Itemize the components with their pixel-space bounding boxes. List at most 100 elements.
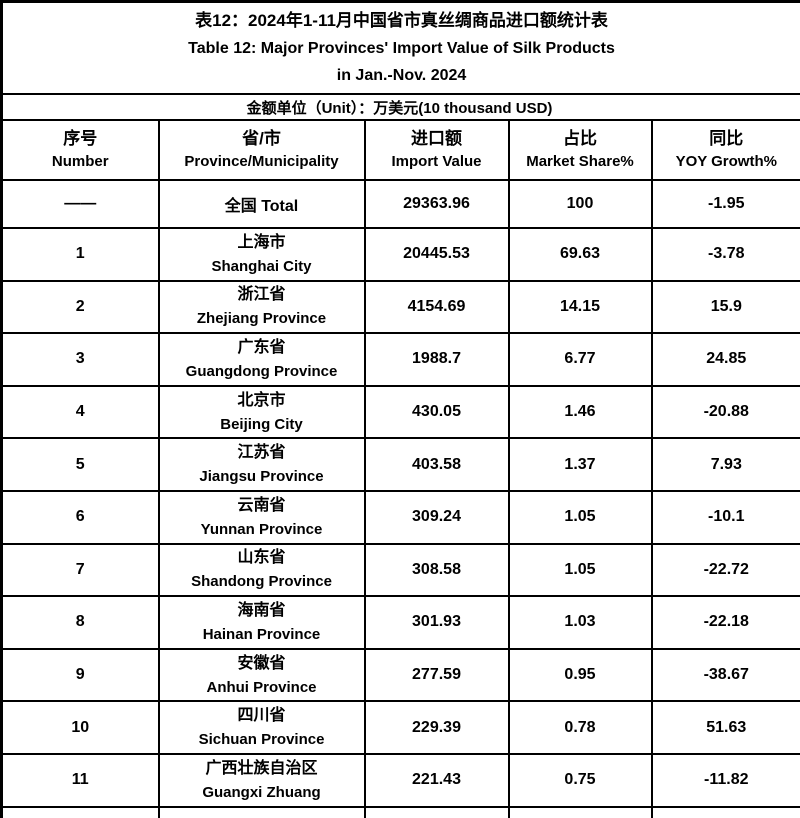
table-row: 7 山东省 Shandong Province 308.58 1.05 -22.72: [0, 542, 800, 598]
cell-market-share: 0.95: [507, 647, 653, 703]
cell-import-value: 20445.53: [363, 227, 510, 282]
cell-market-share: 1.05: [507, 489, 653, 545]
cell-market-share: 1.46: [507, 384, 653, 440]
province-name-en: Shandong Province: [191, 573, 332, 591]
cell-import-value: 277.59: [363, 647, 510, 703]
cell-import-value: 29363.96: [363, 179, 510, 229]
cell-yoy-growth: -1.95: [650, 179, 800, 229]
province-name-cn: 广西壮族自治区: [205, 759, 318, 777]
cell-market-share: 1.05: [507, 542, 653, 598]
cell-province: 安徽省 Anhui Province: [157, 647, 366, 703]
table-title-cn: 表12：2024年1-11月中国省市真丝绸商品进口额统计表: [195, 11, 608, 30]
cell-empty: [157, 805, 366, 818]
province-name-en: Shanghai City: [211, 257, 312, 275]
province-name-en: Yunnan Province: [200, 520, 323, 538]
cell-market-share: 0.75: [507, 752, 653, 808]
province-name-en: Beijing City: [220, 415, 303, 433]
column-header-number-en: Number: [51, 153, 109, 170]
cell-yoy-growth: -11.82: [650, 752, 800, 808]
cell-yoy-growth: 15.9: [650, 279, 800, 335]
cell-market-share: 1.03: [507, 595, 653, 650]
cell-province: 山东省 Shandong Province: [157, 542, 366, 598]
province-name-cn: 江苏省: [237, 444, 286, 462]
cell-province: 广东省 Guangdong Province: [157, 332, 366, 387]
table-title: 表12：2024年1-11月中国省市真丝绸商品进口额统计表 Table 12: …: [0, 0, 800, 95]
cell-import-value: 403.58: [363, 437, 510, 492]
province-name-cn: 海南省: [237, 601, 286, 619]
cell-province: 云南省 Yunnan Province: [157, 489, 366, 545]
column-header-province-en: Province/Municipality: [184, 153, 339, 170]
table-row: 4 北京市 Beijing City 430.05 1.46 -20.88: [0, 384, 800, 440]
cell-number: 9: [0, 647, 160, 703]
column-header-yoy-growth: 同比 YOY Growth%: [650, 119, 800, 181]
province-name-cn: 广东省: [237, 338, 286, 356]
column-header-number-cn: 序号: [63, 129, 98, 148]
province-name-cn: 云南省: [237, 496, 286, 514]
cell-import-value: 1988.7: [363, 332, 510, 387]
cell-yoy-growth: -22.72: [650, 542, 800, 598]
cell-province: 四川省 Sichuan Province: [157, 700, 366, 755]
unit-row: 金额单位（Unit）：万美元(10 thousand USD): [0, 93, 800, 121]
cell-number: ——: [0, 179, 160, 229]
table-row: 2 浙江省 Zhejiang Province 4154.69 14.15 15.9: [0, 279, 800, 335]
cell-province: 浙江省 Zhejiang Province: [157, 279, 366, 335]
column-header-market-share-en: Market Share%: [526, 153, 634, 170]
table-row: 8 海南省 Hainan Province 301.93 1.03 -22.18: [0, 595, 800, 650]
cell-number: 4: [0, 384, 160, 440]
cell-province: 海南省 Hainan Province: [157, 595, 366, 650]
province-name-cn: 上海市: [237, 233, 286, 251]
province-name-en: Anhui Province: [206, 678, 317, 696]
column-header-province-cn: 省/市: [242, 129, 281, 148]
cell-yoy-growth: 7.93: [650, 437, 800, 492]
table-row: 10 四川省 Sichuan Province 229.39 0.78 51.63: [0, 700, 800, 755]
column-header-number: 序号 Number: [0, 119, 160, 181]
cell-number: 1: [0, 227, 160, 282]
province-name-en: Sichuan Province: [198, 731, 325, 749]
cell-import-value: 308.58: [363, 542, 510, 598]
cell-number: 10: [0, 700, 160, 755]
province-name-en: Jiangsu Province: [199, 468, 324, 486]
cell-empty: [0, 805, 160, 818]
cell-yoy-growth: -20.88: [650, 384, 800, 440]
province-name-en: Guangxi Zhuang: [202, 783, 321, 801]
province-name-cn: 浙江省: [237, 286, 286, 304]
column-header-yoy-growth-cn: 同比: [709, 129, 744, 148]
cell-market-share: 6.77: [507, 332, 653, 387]
partial-row: [0, 805, 800, 818]
table-title-en-line1: Table 12: Major Provinces' Import Value …: [188, 40, 615, 57]
column-header-import-value: 进口额 Import Value: [363, 119, 510, 181]
column-header-province: 省/市 Province/Municipality: [157, 119, 366, 181]
table-row: 6 云南省 Yunnan Province 309.24 1.05 -10.1: [0, 489, 800, 545]
column-header-market-share: 占比 Market Share%: [507, 119, 653, 181]
table-title-en-line2: in Jan.-Nov. 2024: [336, 67, 467, 84]
title-row: 表12：2024年1-11月中国省市真丝绸商品进口额统计表 Table 12: …: [0, 0, 800, 95]
cell-market-share: 0.78: [507, 700, 653, 755]
cell-province: 全国 Total: [157, 179, 366, 229]
province-name-cn: 山东省: [237, 549, 286, 567]
table-row: 3 广东省 Guangdong Province 1988.7 6.77 24.85: [0, 332, 800, 387]
cell-number: 2: [0, 279, 160, 335]
unit-note: 金额单位（Unit）：万美元(10 thousand USD): [0, 93, 800, 121]
column-header-yoy-growth-en: YOY Growth%: [675, 153, 777, 170]
cell-import-value: 229.39: [363, 700, 510, 755]
column-header-import-value-cn: 进口额: [411, 129, 462, 148]
cell-import-value: 221.43: [363, 752, 510, 808]
table-row: 1 上海市 Shanghai City 20445.53 69.63 -3.78: [0, 227, 800, 282]
cell-province: 江苏省 Jiangsu Province: [157, 437, 366, 492]
cell-number: 5: [0, 437, 160, 492]
table-row: 5 江苏省 Jiangsu Province 403.58 1.37 7.93: [0, 437, 800, 492]
cell-market-share: 14.15: [507, 279, 653, 335]
column-header-market-share-cn: 占比: [563, 129, 597, 148]
cell-market-share: 1.37: [507, 437, 653, 492]
column-header-import-value-en: Import Value: [391, 153, 482, 170]
table-row: 11 广西壮族自治区 Guangxi Zhuang 221.43 0.75 -11.82: [0, 752, 800, 808]
cell-import-value: 430.05: [363, 384, 510, 440]
cell-yoy-growth: -10.1: [650, 489, 800, 545]
cell-market-share: 100: [507, 179, 653, 229]
province-name-cn: 四川省: [237, 707, 286, 725]
cell-yoy-growth: -3.78: [650, 227, 800, 282]
province-name-en: Hainan Province: [202, 625, 321, 643]
cell-number: 8: [0, 595, 160, 650]
